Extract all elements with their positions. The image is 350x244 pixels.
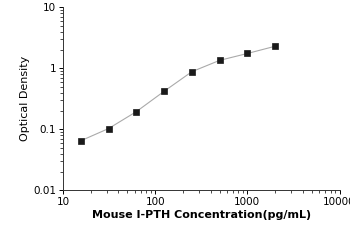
- X-axis label: Mouse I-PTH Concentration(pg/mL): Mouse I-PTH Concentration(pg/mL): [92, 210, 311, 220]
- Y-axis label: Optical Density: Optical Density: [20, 56, 30, 142]
